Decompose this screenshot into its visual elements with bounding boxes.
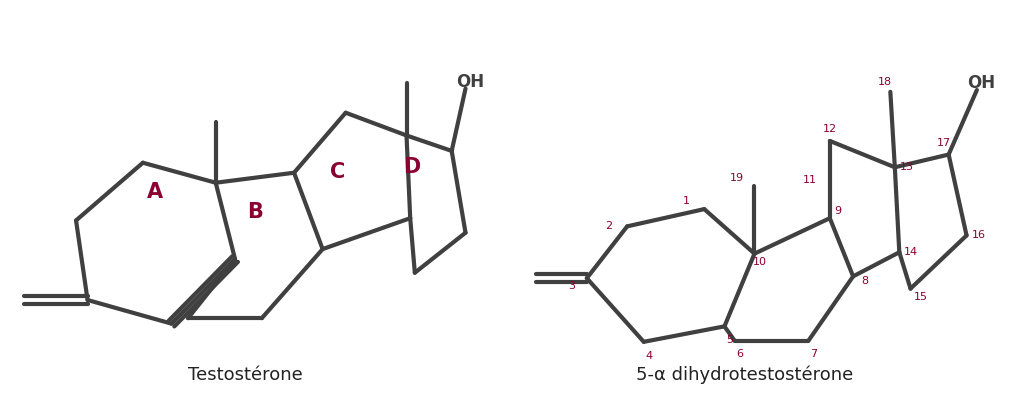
- Text: 2: 2: [605, 222, 612, 231]
- Text: 16: 16: [971, 230, 986, 241]
- Text: Testostérone: Testostérone: [188, 366, 302, 384]
- Text: 3: 3: [568, 281, 575, 291]
- Text: 8: 8: [862, 276, 869, 286]
- Text: 19: 19: [729, 173, 743, 183]
- Text: 14: 14: [904, 247, 919, 257]
- Text: 9: 9: [835, 206, 842, 216]
- Text: 15: 15: [914, 292, 928, 302]
- Text: 1: 1: [682, 196, 690, 206]
- Text: 4: 4: [645, 351, 652, 361]
- Text: OH: OH: [456, 73, 485, 91]
- Text: 5-α dihydrotestostérone: 5-α dihydrotestostérone: [637, 366, 854, 384]
- Text: OH: OH: [966, 74, 995, 92]
- Text: A: A: [147, 182, 163, 202]
- Text: C: C: [331, 162, 346, 182]
- Text: B: B: [247, 202, 263, 222]
- Text: 12: 12: [822, 124, 837, 134]
- Text: 13: 13: [899, 162, 914, 172]
- Text: 5: 5: [726, 335, 733, 345]
- Text: 7: 7: [810, 349, 817, 359]
- Text: 11: 11: [803, 175, 817, 185]
- Text: 6: 6: [736, 349, 743, 359]
- Text: D: D: [404, 157, 421, 177]
- Text: 10: 10: [752, 256, 767, 267]
- Text: 18: 18: [878, 77, 892, 87]
- Text: 17: 17: [937, 137, 951, 148]
